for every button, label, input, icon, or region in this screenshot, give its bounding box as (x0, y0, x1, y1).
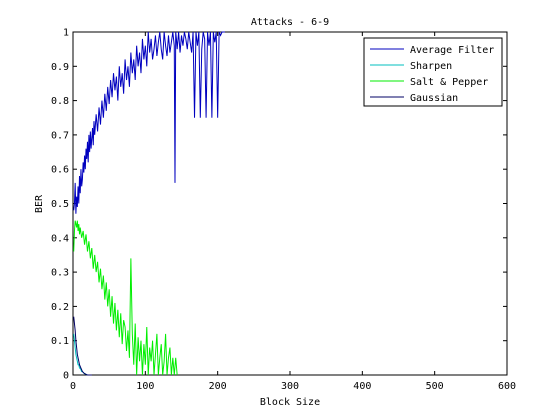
legend-label-average-filter: Average Filter (410, 45, 494, 56)
legend-label-sharpen: Sharpen (410, 61, 452, 72)
x-tick-label: 100 (136, 381, 154, 392)
y-tick-label: 0 (63, 371, 69, 382)
y-axis-label: BER (34, 194, 45, 213)
x-tick-label: 0 (70, 381, 76, 392)
y-tick-label: 0.7 (51, 130, 69, 141)
y-tick-label: 1 (63, 28, 69, 39)
y-tick-label: 0.6 (51, 165, 69, 176)
y-tick-label: 0.4 (51, 233, 69, 244)
x-tick-label: 500 (426, 381, 444, 392)
y-tick-label: 0.9 (51, 62, 69, 73)
y-tick-label: 0.8 (51, 96, 69, 107)
x-tick-label: 200 (209, 381, 227, 392)
chart-title: Attacks - 6-9 (251, 17, 329, 28)
x-tick-label: 400 (353, 381, 371, 392)
x-axis-label: Block Size (260, 397, 320, 408)
y-tick-label: 0.1 (51, 336, 69, 347)
legend-label-gaussian: Gaussian (410, 93, 458, 104)
x-tick-label: 300 (281, 381, 299, 392)
x-tick-label: 600 (498, 381, 516, 392)
y-tick-label: 0.2 (51, 302, 69, 313)
y-tick-label: 0.3 (51, 268, 69, 279)
legend-label-salt-and-pepper: Salt & Pepper (410, 77, 488, 88)
y-tick-label: 0.5 (51, 199, 69, 210)
legend: Average Filter Sharpen Salt & Pepper Gau… (364, 38, 502, 106)
